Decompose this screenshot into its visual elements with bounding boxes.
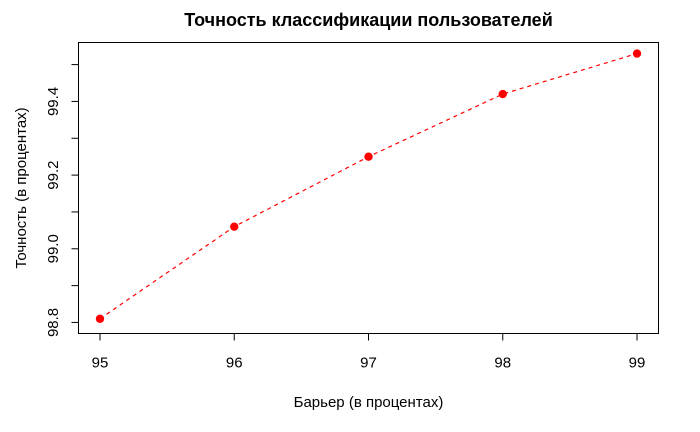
- chart-title: Точность классификации пользователей: [184, 10, 553, 30]
- y-tick-label: 98.8: [45, 308, 62, 337]
- data-point: [632, 49, 642, 58]
- data-line: [99, 52, 638, 320]
- plot-content: 95 96 97 98 99 98.8 99.0 99.2 99.4: [45, 42, 659, 372]
- y-axis-label: Точность (в процентах): [13, 107, 30, 268]
- data-point: [498, 89, 507, 99]
- y-tick-label: 99.2: [45, 161, 62, 190]
- y-tick-label: 99.4: [45, 87, 62, 116]
- y-tick-label: 99.0: [45, 234, 62, 263]
- data-point: [95, 314, 105, 323]
- data-point: [230, 222, 239, 231]
- x-tick-label: 97: [360, 355, 377, 372]
- x-tick-label: 99: [629, 355, 646, 372]
- x-tick-label: 98: [494, 355, 511, 372]
- x-axis-label: Барьер (в процентах): [294, 394, 444, 411]
- x-tick-label: 95: [92, 355, 109, 372]
- plot-box: [78, 42, 659, 334]
- data-point: [364, 152, 373, 161]
- x-tick-label: 96: [226, 355, 243, 372]
